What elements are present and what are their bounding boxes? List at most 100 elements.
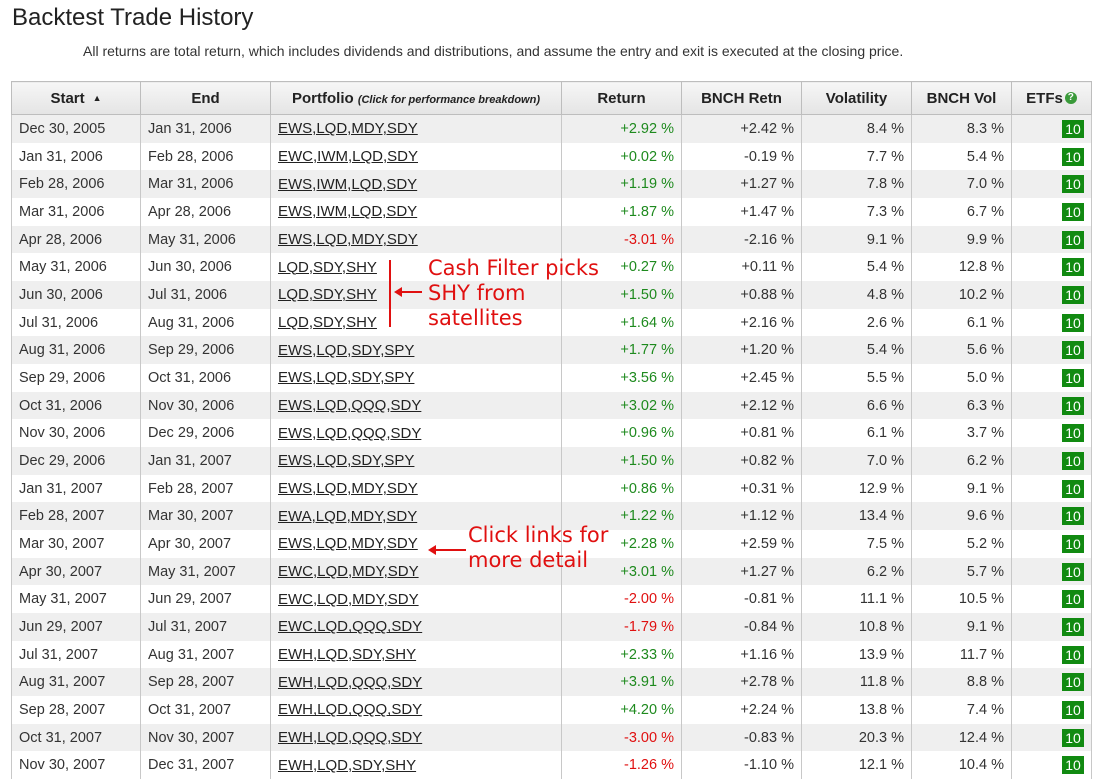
header-bnch-vol[interactable]: BNCH Vol bbox=[912, 82, 1012, 115]
cell-start: Dec 30, 2005 bbox=[12, 115, 141, 143]
cell-bnch-vol-value: 8.3 % bbox=[967, 121, 1004, 137]
cell-start: May 31, 2007 bbox=[12, 585, 141, 613]
portfolio-link[interactable]: EWH,LQD,QQQ,SDY bbox=[278, 674, 422, 691]
cell-portfolio[interactable]: EWS,LQD,QQQ,SDY bbox=[271, 419, 562, 447]
cell-portfolio[interactable]: EWC,IWM,LQD,SDY bbox=[271, 143, 562, 171]
cell-portfolio[interactable]: EWH,LQD,QQQ,SDY bbox=[271, 724, 562, 752]
cell-start: Nov 30, 2006 bbox=[12, 419, 141, 447]
cell-bnch-vol: 9.6 % bbox=[912, 502, 1012, 530]
header-return[interactable]: Return bbox=[562, 82, 682, 115]
etf-count-badge: 10 bbox=[1062, 480, 1084, 498]
portfolio-link[interactable]: EWS,IWM,LQD,SDY bbox=[278, 203, 417, 220]
cell-return: -3.00 % bbox=[562, 724, 682, 752]
cell-portfolio[interactable]: EWS,LQD,SDY,SPY bbox=[271, 336, 562, 364]
portfolio-link[interactable]: EWS,LQD,MDY,SDY bbox=[278, 535, 418, 552]
portfolio-link[interactable]: EWC,LQD,MDY,SDY bbox=[278, 563, 419, 580]
portfolio-link[interactable]: EWC,LQD,QQQ,SDY bbox=[278, 618, 422, 635]
cell-end-value: Oct 31, 2007 bbox=[148, 702, 231, 718]
cell-portfolio[interactable]: EWS,LQD,SDY,SPY bbox=[271, 447, 562, 475]
cell-bnch-retn-value: +2.78 % bbox=[740, 674, 794, 690]
cell-end: Mar 31, 2006 bbox=[141, 170, 271, 198]
etf-count-badge: 10 bbox=[1062, 646, 1084, 664]
cell-portfolio[interactable]: EWC,LQD,MDY,SDY bbox=[271, 585, 562, 613]
page-title: Backtest Trade History bbox=[12, 4, 253, 32]
cell-portfolio[interactable]: EWS,LQD,QQQ,SDY bbox=[271, 392, 562, 420]
cell-portfolio[interactable]: EWS,IWM,LQD,SDY bbox=[271, 198, 562, 226]
cell-end-value: Apr 30, 2007 bbox=[148, 536, 231, 552]
click-links-line-1: Click links for bbox=[468, 523, 608, 548]
cell-volatility-value: 10.8 % bbox=[859, 619, 904, 635]
cell-end: Nov 30, 2006 bbox=[141, 392, 271, 420]
cell-portfolio[interactable]: EWH,LQD,QQQ,SDY bbox=[271, 696, 562, 724]
cell-return-value: +3.01 % bbox=[620, 564, 674, 580]
portfolio-link[interactable]: EWS,LQD,MDY,SDY bbox=[278, 231, 418, 248]
cell-portfolio[interactable]: EWH,LQD,SDY,SHY bbox=[271, 751, 562, 779]
cell-portfolio[interactable]: EWH,LQD,SDY,SHY bbox=[271, 641, 562, 669]
cell-portfolio[interactable]: EWH,LQD,QQQ,SDY bbox=[271, 668, 562, 696]
cell-bnch-retn-value: +2.12 % bbox=[740, 398, 794, 414]
portfolio-link[interactable]: EWH,LQD,QQQ,SDY bbox=[278, 701, 422, 718]
cell-bnch-vol-value: 6.7 % bbox=[967, 204, 1004, 220]
cell-etfs: 10 bbox=[1012, 392, 1092, 420]
header-bnch-retn-label: BNCH Retn bbox=[701, 90, 782, 107]
cell-etfs: 10 bbox=[1012, 447, 1092, 475]
portfolio-link[interactable]: EWS,LQD,QQQ,SDY bbox=[278, 397, 421, 414]
portfolio-link[interactable]: LQD,SDY,SHY bbox=[278, 286, 377, 303]
cell-portfolio[interactable]: EWS,LQD,MDY,SDY bbox=[271, 115, 562, 143]
cell-end: Aug 31, 2007 bbox=[141, 641, 271, 669]
help-icon[interactable]: ? bbox=[1065, 92, 1077, 104]
portfolio-link[interactable]: EWS,LQD,SDY,SPY bbox=[278, 342, 414, 359]
portfolio-link[interactable]: EWH,LQD,QQQ,SDY bbox=[278, 729, 422, 746]
cell-volatility: 7.3 % bbox=[802, 198, 912, 226]
portfolio-link[interactable]: EWS,LQD,SDY,SPY bbox=[278, 369, 414, 386]
portfolio-link[interactable]: EWH,LQD,SDY,SHY bbox=[278, 646, 416, 663]
cell-return: -2.00 % bbox=[562, 585, 682, 613]
portfolio-link[interactable]: LQD,SDY,SHY bbox=[278, 314, 377, 331]
cell-end: Jul 31, 2007 bbox=[141, 613, 271, 641]
cell-bnch-vol: 9.1 % bbox=[912, 613, 1012, 641]
cell-start-value: Nov 30, 2007 bbox=[19, 757, 105, 773]
portfolio-link[interactable]: EWS,LQD,MDY,SDY bbox=[278, 120, 418, 137]
portfolio-link[interactable]: EWC,LQD,MDY,SDY bbox=[278, 591, 419, 608]
header-etfs[interactable]: ETFs? bbox=[1012, 82, 1092, 115]
cell-bnch-retn: +1.47 % bbox=[682, 198, 802, 226]
cell-portfolio[interactable]: EWS,LQD,MDY,SDY bbox=[271, 475, 562, 503]
cell-bnch-vol-value: 5.2 % bbox=[967, 536, 1004, 552]
header-bnch-retn[interactable]: BNCH Retn bbox=[682, 82, 802, 115]
header-volatility[interactable]: Volatility bbox=[802, 82, 912, 115]
cell-end-value: Mar 31, 2006 bbox=[148, 176, 233, 192]
cell-volatility: 7.7 % bbox=[802, 143, 912, 171]
header-portfolio[interactable]: Portfolio (Click for performance breakdo… bbox=[271, 82, 562, 115]
cell-portfolio[interactable]: EWS,LQD,SDY,SPY bbox=[271, 364, 562, 392]
cell-start: Feb 28, 2006 bbox=[12, 170, 141, 198]
cell-etfs: 10 bbox=[1012, 253, 1092, 281]
cell-bnch-vol-value: 8.8 % bbox=[967, 674, 1004, 690]
cell-end-value: Apr 28, 2006 bbox=[148, 204, 231, 220]
cell-portfolio[interactable]: EWC,LQD,QQQ,SDY bbox=[271, 613, 562, 641]
portfolio-link[interactable]: EWS,LQD,SDY,SPY bbox=[278, 452, 414, 469]
etf-count-badge: 10 bbox=[1062, 175, 1084, 193]
portfolio-link[interactable]: LQD,SDY,SHY bbox=[278, 259, 377, 276]
header-start[interactable]: Start▲ bbox=[12, 82, 141, 115]
portfolio-link[interactable]: EWH,LQD,SDY,SHY bbox=[278, 757, 416, 774]
portfolio-link[interactable]: EWA,LQD,MDY,SDY bbox=[278, 508, 417, 525]
cell-bnch-vol-value: 12.8 % bbox=[959, 259, 1004, 275]
header-end[interactable]: End bbox=[141, 82, 271, 115]
cell-end: Apr 30, 2007 bbox=[141, 530, 271, 558]
cell-volatility-value: 13.8 % bbox=[859, 702, 904, 718]
portfolio-link[interactable]: EWS,LQD,QQQ,SDY bbox=[278, 425, 421, 442]
cell-return-value: +3.02 % bbox=[620, 398, 674, 414]
cell-start: Apr 30, 2007 bbox=[12, 558, 141, 586]
portfolio-link[interactable]: EWC,IWM,LQD,SDY bbox=[278, 148, 418, 165]
header-portfolio-note: (Click for performance breakdown) bbox=[358, 94, 540, 106]
cell-return: -1.79 % bbox=[562, 613, 682, 641]
cell-bnch-vol: 5.4 % bbox=[912, 143, 1012, 171]
portfolio-link[interactable]: EWS,IWM,LQD,SDY bbox=[278, 176, 417, 193]
cell-portfolio[interactable]: EWS,IWM,LQD,SDY bbox=[271, 170, 562, 198]
portfolio-link[interactable]: EWS,LQD,MDY,SDY bbox=[278, 480, 418, 497]
cell-portfolio[interactable]: EWS,LQD,MDY,SDY bbox=[271, 226, 562, 254]
